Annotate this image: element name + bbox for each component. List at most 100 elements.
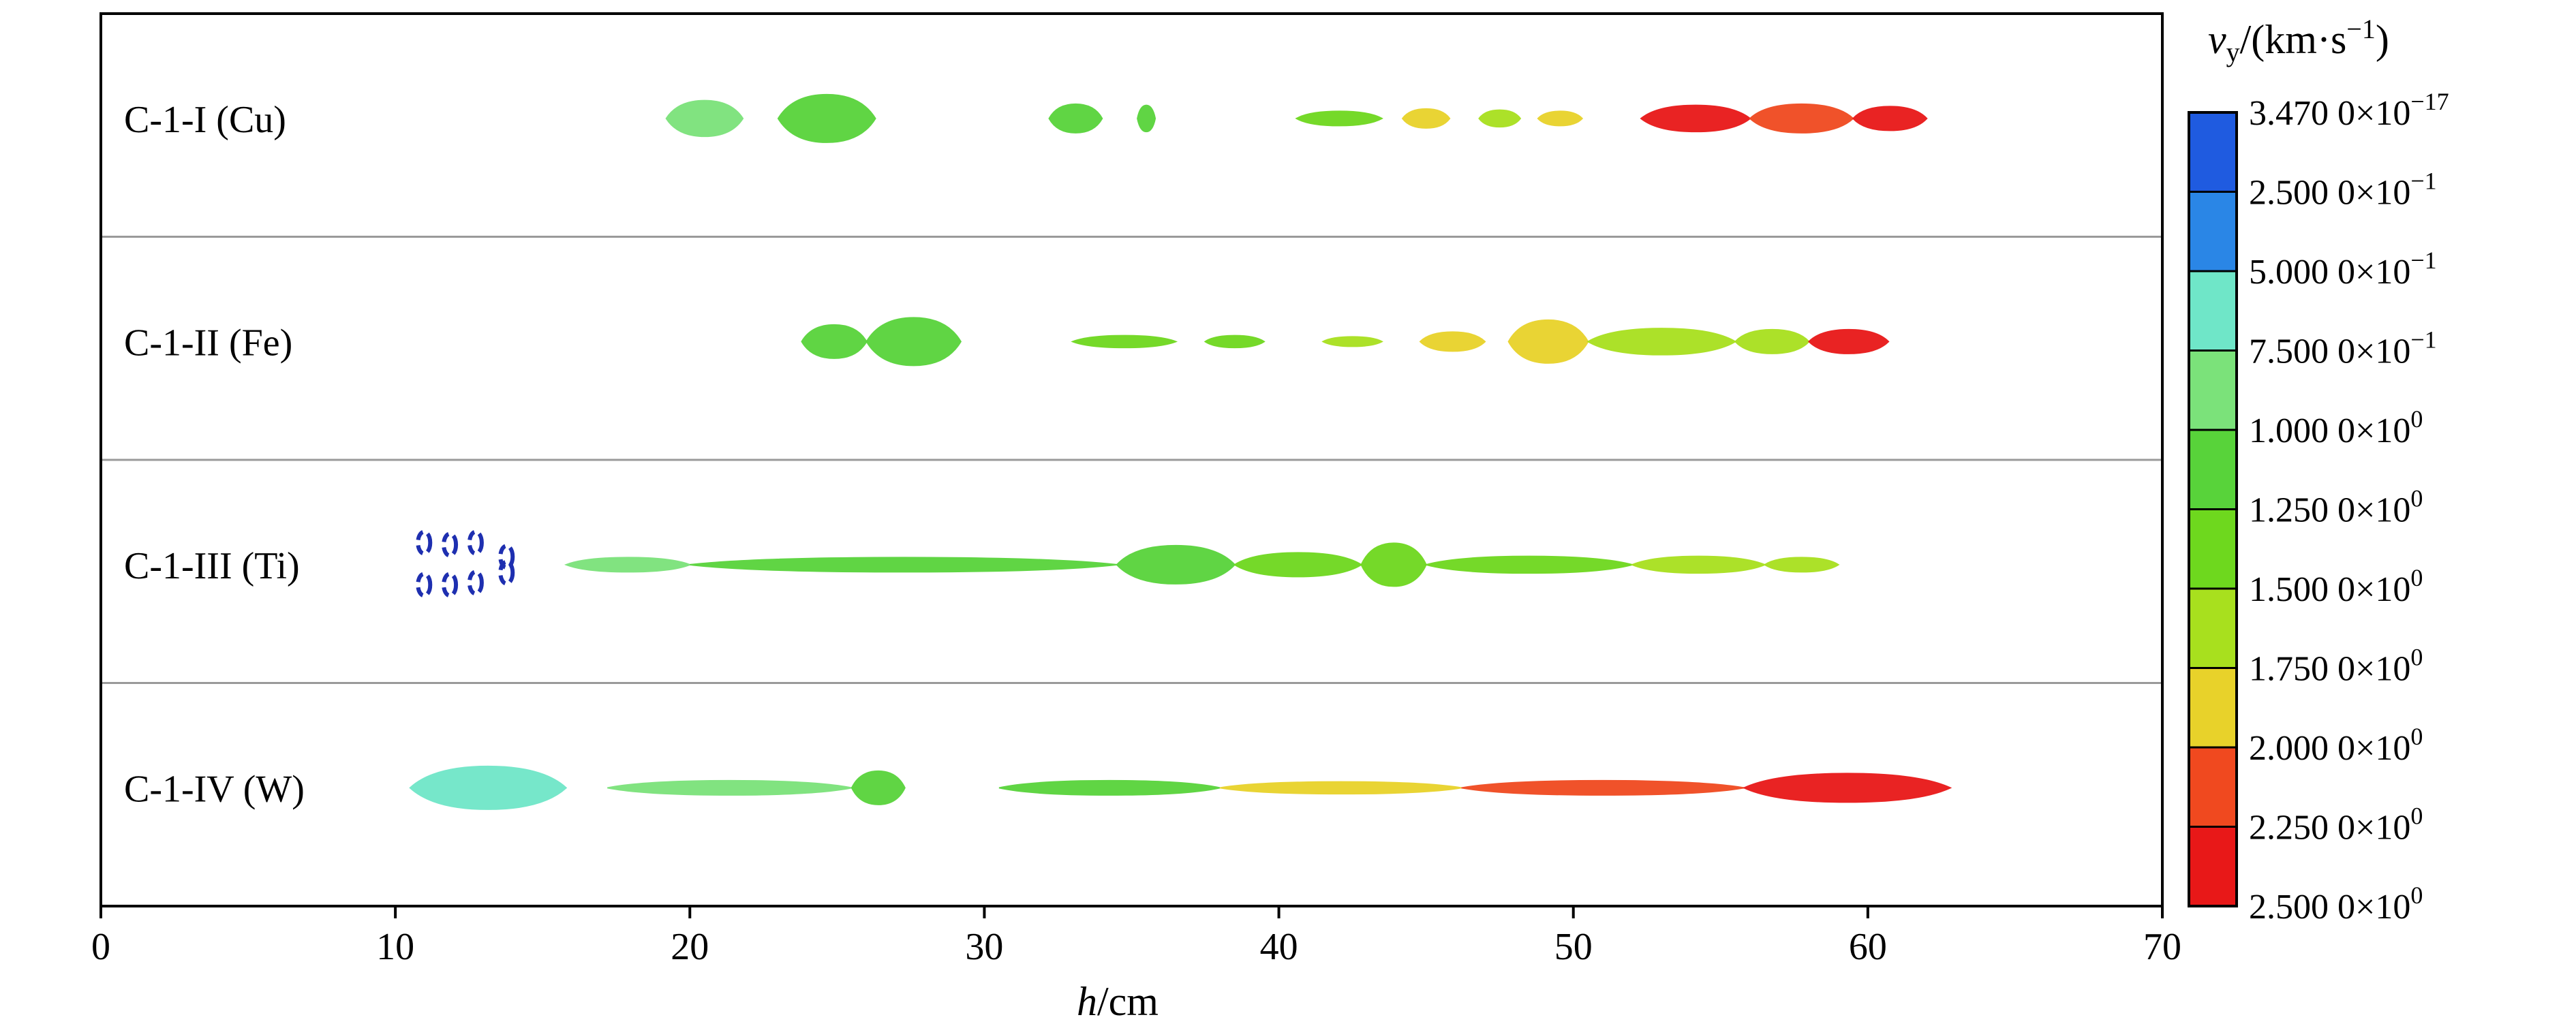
velocity-segment (1461, 779, 1745, 796)
panel-label: C-1-III (Ti) (124, 545, 300, 587)
velocity-segment (607, 779, 853, 796)
colorbar-band (2189, 430, 2237, 510)
colorbar-title-superscript: −1 (2346, 14, 2376, 44)
colorbar-tick-mantissa: 3.470 0×10 (2249, 94, 2410, 133)
x-tick-label: 50 (1554, 926, 1593, 968)
x-tick-label: 30 (965, 926, 1003, 968)
debris-fragment (442, 572, 459, 598)
colorbar: 3.470 0×10−172.500 0×10−15.000 0×10−17.5… (2188, 88, 2449, 927)
colorbar-band (2189, 191, 2237, 271)
colorbar-tick-exponent: 0 (2410, 564, 2423, 591)
colorbar-tick-exponent: 0 (2410, 723, 2423, 750)
panel-label: C-1-II (Fe) (124, 322, 292, 364)
colorbar-tick-mantissa: 1.750 0×10 (2249, 650, 2410, 689)
colorbar-tick-label: 1.500 0×100 (2249, 564, 2423, 609)
velocity-segment (865, 317, 962, 367)
velocity-segment (409, 765, 568, 810)
colorbar-band (2189, 668, 2237, 747)
debris-fragment (498, 559, 515, 586)
debris-fragment-group (416, 529, 515, 598)
colorbar-tick-exponent: 0 (2410, 405, 2423, 433)
velocity-segment (1763, 557, 1840, 573)
colorbar-tick-label: 3.470 0×10−17 (2249, 88, 2449, 133)
colorbar-title-subscript: y (2226, 37, 2240, 67)
x-tick-label: 20 (671, 926, 709, 968)
panels-layer: C-1-I (Cu) C-1-II (Fe) C-1-III (Ti) C-1-IV … (101, 93, 2162, 810)
x-axis: 0 10 20 30 40 50 60 70 (91, 906, 2181, 968)
debris-fragment (498, 544, 515, 570)
velocity-segment (665, 99, 744, 138)
colorbar-tick-mantissa: 2.500 0×10 (2249, 174, 2410, 213)
colorbar-tick-mantissa: 5.000 0×10 (2249, 253, 2410, 292)
colorbar-tick-label: 1.250 0×100 (2249, 485, 2423, 530)
colorbar-band (2189, 509, 2237, 589)
colorbar-tick-mantissa: 1.000 0×10 (2249, 411, 2410, 450)
colorbar-title-symbol: v (2208, 17, 2226, 62)
colorbar-tick-exponent: 0 (2410, 644, 2423, 671)
debris-fragment (467, 529, 484, 556)
colorbar-band (2189, 112, 2237, 192)
colorbar-tick-exponent: −1 (2410, 168, 2436, 195)
colorbar-tick-exponent: −1 (2410, 247, 2436, 274)
debris-fragment (416, 529, 433, 556)
velocity-segment (1295, 110, 1383, 127)
colorbar-tick-label: 2.000 0×100 (2249, 723, 2423, 768)
colorbar-band (2189, 350, 2237, 430)
colorbar-band (2189, 826, 2237, 906)
velocity-segment (1423, 555, 1635, 574)
velocity-segment (1808, 328, 1890, 354)
velocity-segment (1852, 106, 1928, 131)
plot-frame (99, 12, 2164, 907)
velocity-segment (1203, 335, 1266, 349)
x-axis-title-symbol: h (1077, 979, 1097, 1024)
panel-label: C-1-I (Cu) (124, 99, 286, 141)
x-tick-label: 70 (2143, 926, 2181, 968)
velocity-segment (1630, 555, 1767, 574)
colorbar-tick-exponent: −17 (2410, 88, 2449, 115)
debris-fragment (416, 572, 433, 598)
velocity-segment (1537, 110, 1584, 127)
x-tick-label: 40 (1260, 926, 1298, 968)
velocity-segment (1071, 335, 1178, 349)
x-tick-label: 0 (91, 926, 110, 968)
colorbar-band (2189, 271, 2237, 351)
colorbar-title-close: ) (2376, 17, 2389, 62)
velocity-segment (1219, 781, 1462, 795)
velocity-segment (1742, 773, 1952, 803)
colorbar-tick-exponent: −1 (2410, 326, 2436, 354)
velocity-segment (1419, 331, 1486, 352)
colorbar-tick-mantissa: 2.000 0×10 (2249, 729, 2410, 768)
velocity-segment (998, 779, 1221, 796)
velocity-segment (1048, 103, 1103, 134)
colorbar-tick-label: 7.500 0×10−1 (2249, 326, 2437, 371)
colorbar-tick-label: 1.000 0×100 (2249, 405, 2423, 450)
velocity-segment (690, 557, 1118, 573)
colorbar-tick-mantissa: 1.500 0×10 (2249, 570, 2410, 609)
debris-fragment (442, 531, 459, 558)
colorbar-tick-label: 2.500 0×100 (2249, 882, 2423, 927)
colorbar-tick-mantissa: 2.500 0×10 (2249, 888, 2410, 927)
colorbar-tick-exponent: 0 (2410, 803, 2423, 830)
colorbar-band (2189, 747, 2237, 827)
velocity-segment (1321, 336, 1383, 347)
velocity-segment (850, 770, 906, 805)
colorbar-tick-mantissa: 7.500 0×10 (2249, 332, 2410, 371)
velocity-segment (777, 93, 876, 143)
colorbar-tick-label: 2.500 0×10−1 (2249, 168, 2437, 213)
colorbar-band (2189, 589, 2237, 668)
colorbar-tick-mantissa: 1.250 0×10 (2249, 491, 2410, 530)
colorbar-tick-exponent: 0 (2410, 485, 2423, 512)
velocity-segment (1137, 104, 1156, 133)
x-tick-label: 60 (1849, 926, 1887, 968)
debris-fragment (467, 570, 484, 596)
colorbar-tick-exponent: 0 (2410, 882, 2423, 909)
colorbar-tick-mantissa: 2.250 0×10 (2249, 809, 2410, 848)
velocity-segment (1478, 109, 1522, 128)
colorbar-title-unit: /(km·s (2240, 17, 2347, 62)
x-axis-title: h/cm (1077, 979, 1159, 1024)
velocity-segment (1401, 108, 1451, 129)
colorbar-tick-label: 2.250 0×100 (2249, 803, 2423, 848)
x-axis-title-unit: /cm (1097, 979, 1159, 1024)
x-tick-label: 10 (376, 926, 414, 968)
